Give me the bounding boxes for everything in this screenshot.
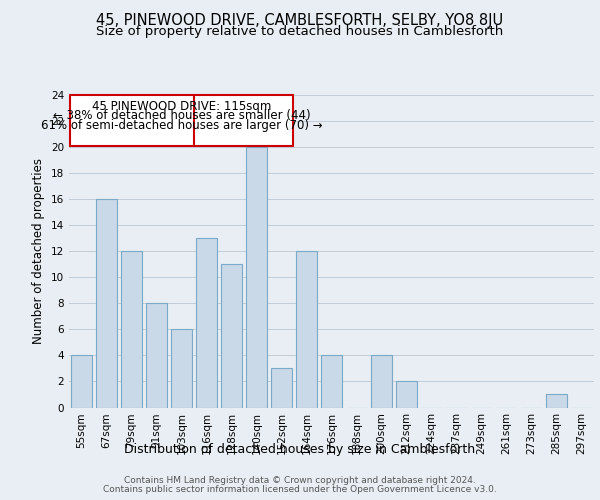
Bar: [196, 238, 217, 408]
Bar: [271, 368, 292, 408]
FancyBboxPatch shape: [70, 95, 293, 146]
Text: ← 38% of detached houses are smaller (44): ← 38% of detached houses are smaller (44…: [53, 110, 310, 122]
Y-axis label: Number of detached properties: Number of detached properties: [32, 158, 46, 344]
Bar: [121, 251, 142, 408]
Bar: [296, 251, 317, 408]
Bar: [221, 264, 242, 408]
Text: Contains HM Land Registry data © Crown copyright and database right 2024.: Contains HM Land Registry data © Crown c…: [124, 476, 476, 485]
Text: 45, PINEWOOD DRIVE, CAMBLESFORTH, SELBY, YO8 8JU: 45, PINEWOOD DRIVE, CAMBLESFORTH, SELBY,…: [97, 12, 503, 28]
Bar: [396, 382, 417, 407]
Text: Distribution of detached houses by size in Camblesforth: Distribution of detached houses by size …: [124, 442, 476, 456]
Text: Contains public sector information licensed under the Open Government Licence v3: Contains public sector information licen…: [103, 485, 497, 494]
Bar: [96, 199, 117, 408]
Bar: [71, 356, 92, 408]
Bar: [546, 394, 567, 407]
Bar: [246, 147, 267, 407]
Bar: [146, 304, 167, 408]
Text: 45 PINEWOOD DRIVE: 115sqm: 45 PINEWOOD DRIVE: 115sqm: [92, 100, 271, 112]
Bar: [321, 356, 342, 408]
Text: Size of property relative to detached houses in Camblesforth: Size of property relative to detached ho…: [97, 25, 503, 38]
Text: 61% of semi-detached houses are larger (70) →: 61% of semi-detached houses are larger (…: [41, 119, 322, 132]
Bar: [171, 330, 192, 407]
Bar: [371, 356, 392, 408]
